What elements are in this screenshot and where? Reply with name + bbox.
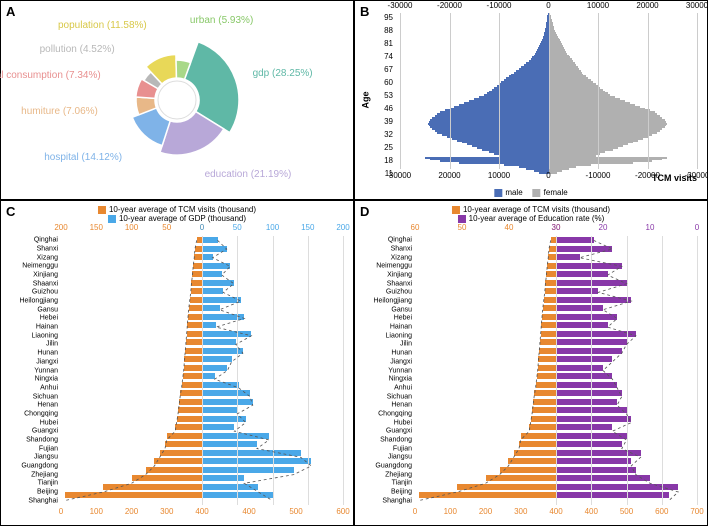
donut-label-education: education (21.19%) [205,169,292,180]
province-label: Yunnan [388,367,412,374]
diverge-legend-d: 10-year average of TCM visits (thousand)… [452,205,610,223]
province-label: Shaanxi [33,280,58,287]
diverge-legend-c: 10-year average of TCM visits (thousand)… [98,205,256,223]
province-label: Guangdong [375,462,412,469]
province-label: Qinghai [388,237,412,244]
province-label: Shaanxi [387,280,412,287]
donut-label-population: population (11.58%) [58,20,147,31]
province-label: Hebei [394,315,412,322]
province-label: Guizhou [32,289,58,296]
panel-a: A gdp (28.25%)education (21.19%)hospital… [0,0,354,200]
province-label: Jiangsu [388,454,412,461]
donut-chart: gdp (28.25%) education (21.19%) hospital (… [1,1,353,199]
province-label: Xinjiang [33,272,58,279]
province-label: Gansu [37,306,58,313]
province-label: Hainan [390,324,412,331]
province-label: Yunnan [34,367,58,374]
donut-label-medical-consumption: medical consumption (7.34%) [0,70,101,81]
province-label: Tianjin [38,480,58,487]
province-label: Liaoning [32,332,58,339]
province-label: Jilin [46,341,58,348]
donut-label-pollution: pollution (4.52%) [40,44,115,55]
province-label: Henan [391,402,412,409]
province-label: Sichuan [387,393,412,400]
panel-c: C 10-year average of TCM visits (thousan… [0,200,354,526]
province-label: Ningxia [389,376,412,383]
pyramid-xaxis-top: -30000-20000-100000100002000030000 [400,1,697,13]
province-label: Shanxi [391,246,412,253]
province-label: Neimenggu [376,263,412,270]
diverge-xbot-c: 0100200300400400500600 [61,507,343,519]
diverge-ylabels-c: Qinghai ShanxiXizang Neimenggu XinjiangShaa… [4,236,60,505]
province-label: Qinghai [34,237,58,244]
pyramid-body [400,13,697,169]
province-label: Shanghai [382,497,412,504]
province-label: Jiangxi [390,358,412,365]
province-label: Zhejiang [31,471,58,478]
province-label: Hebei [40,315,58,322]
province-label: Guangxi [32,428,58,435]
province-label: Hubei [394,419,412,426]
province-label: Guangdong [21,462,58,469]
province-label: Xizang [37,254,58,261]
province-label: Jilin [400,341,412,348]
diverge-body-c [61,236,343,505]
panel-d: D 10-year average of TCM visits (thousan… [354,200,708,526]
province-label: Xizang [391,254,412,261]
province-label: Shanxi [37,246,58,253]
diverge-xbot-d: 0100200300400400500600700 [415,507,697,519]
province-label: Chongqing [378,410,412,417]
province-label: Guangxi [386,428,412,435]
diverge-xtop-c: 200150100500050100150200 [61,223,343,235]
province-label: Sichuan [33,393,58,400]
donut-label-humiture: humiture (7.06%) [21,106,98,117]
province-label: Heilongjiang [19,298,58,305]
pyramid-xlabel-bot: TCM visits [652,173,697,183]
donut-label-hospital: hospital (14.12%) [44,152,122,163]
figure-grid: A gdp (28.25%)education (21.19%)hospital… [0,0,708,526]
diverge-ylabels-d: Qinghai ShanxiXizang Neimenggu XinjiangShaa… [358,236,414,505]
province-label: Ningxia [35,376,58,383]
province-label: Zhejiang [385,471,412,478]
province-label: Gansu [391,306,412,313]
province-label: Shandong [380,436,412,443]
province-label: Hainan [36,324,58,331]
province-label: Fujian [39,445,58,452]
province-label: Hubei [40,419,58,426]
province-label: Tianjin [392,480,412,487]
province-label: Henan [37,402,58,409]
province-label: Heilongjiang [373,298,412,305]
province-label: Neimenggu [22,263,58,270]
province-label: Hunan [37,350,58,357]
pyramid-yaxis: 11182532394653606774818895 [355,13,395,169]
panel-b: B Age 11182532394653606774818895 -30000-… [354,0,708,200]
province-label: Shanghai [28,497,58,504]
province-label: Liaoning [386,332,412,339]
province-label: Anhui [394,384,412,391]
province-label: Xinjiang [387,272,412,279]
province-label: Beijing [391,488,412,495]
diverge-body-d [415,236,697,505]
donut-label-gdp: gdp (28.25%) [253,68,313,79]
province-label: Beijing [37,488,58,495]
donut-label-urban: urban (5.93%) [190,15,253,26]
province-label: Jiangxi [36,358,58,365]
province-label: Shandong [26,436,58,443]
province-label: Jiangsu [34,454,58,461]
province-label: Guizhou [386,289,412,296]
diverge-xtop-d: 605040303020100 [415,223,697,235]
province-label: Chongqing [24,410,58,417]
pyramid-legend: malefemale [494,188,567,197]
province-label: Fujian [393,445,412,452]
province-label: Hunan [391,350,412,357]
panel-label-d: D [360,204,369,219]
province-label: Anhui [40,384,58,391]
panel-label-c: C [6,204,15,219]
